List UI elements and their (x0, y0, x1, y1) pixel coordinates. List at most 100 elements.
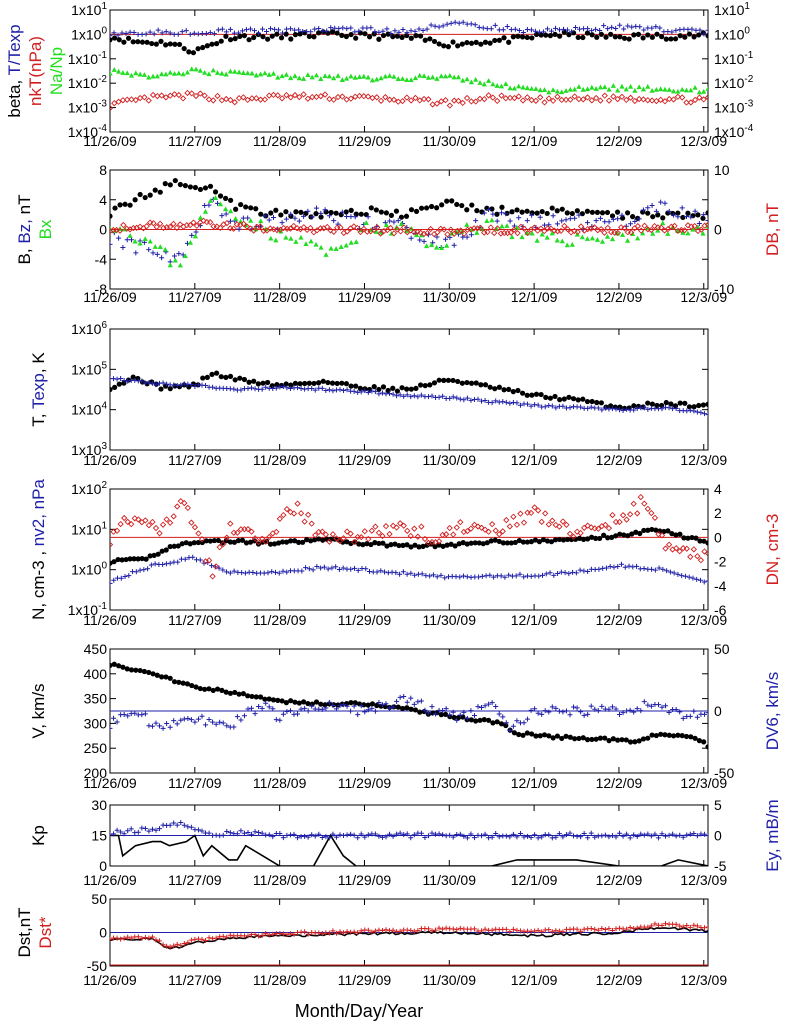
data-point (270, 70, 277, 76)
data-point (120, 70, 126, 75)
data-point (535, 835, 541, 841)
data-point (670, 96, 677, 103)
data-point (498, 92, 505, 99)
data-point (251, 28, 257, 34)
data-point (534, 237, 540, 243)
data-point (372, 831, 378, 837)
data-point (223, 71, 229, 77)
data-point (227, 830, 233, 836)
data-point (566, 32, 572, 38)
data-point (320, 378, 326, 384)
data-point (256, 933, 262, 939)
data-point (291, 831, 297, 837)
data-point (376, 29, 382, 35)
data-point (128, 667, 135, 673)
data-point (259, 535, 266, 542)
data-point (382, 523, 390, 530)
data-point (691, 34, 697, 40)
data-point (211, 31, 217, 37)
data-point (339, 32, 345, 38)
series-nkt (110, 89, 708, 112)
y-tick-label: 200 (84, 765, 108, 781)
data-point (173, 224, 180, 232)
data-point (302, 380, 308, 387)
data-point (238, 201, 244, 208)
data-point (502, 574, 508, 580)
data-point (471, 521, 478, 528)
data-point (506, 94, 514, 102)
data-point (146, 74, 152, 80)
data-point (219, 213, 225, 219)
data-point (457, 925, 463, 931)
data-point (542, 222, 548, 228)
data-point (137, 71, 143, 77)
data-point (549, 517, 556, 524)
data-point (468, 40, 475, 46)
data-point (631, 407, 637, 413)
data-point (589, 534, 595, 540)
data-point (294, 500, 301, 507)
data-point (344, 703, 350, 709)
data-point (701, 88, 707, 94)
data-point (509, 234, 515, 240)
y-tick-label-right: 0 (714, 529, 722, 545)
data-point (180, 71, 186, 77)
data-point (700, 30, 706, 36)
data-point (704, 550, 708, 557)
data-point (323, 388, 329, 394)
data-point (599, 703, 605, 709)
x-tick-label: 11/27/09 (168, 289, 222, 305)
data-point (153, 382, 159, 388)
data-point (588, 524, 595, 531)
data-point (176, 251, 182, 257)
data-point (601, 23, 607, 29)
data-point (292, 538, 298, 544)
data-point (390, 34, 396, 40)
data-point (564, 210, 570, 216)
data-point (425, 833, 431, 839)
data-point (228, 197, 234, 203)
data-point (159, 71, 165, 77)
data-point (266, 533, 273, 541)
data-point (222, 195, 229, 201)
y-tick-label-right: 5 (714, 797, 722, 813)
data-point (333, 706, 339, 712)
data-point (248, 205, 254, 211)
data-point (387, 73, 393, 78)
data-point (585, 711, 591, 717)
data-point (112, 205, 118, 211)
data-point (153, 223, 160, 231)
data-point (683, 213, 689, 219)
data-point (404, 527, 411, 534)
data-point (516, 731, 522, 738)
data-point (493, 398, 499, 404)
data-point (308, 29, 314, 35)
data-point (172, 41, 178, 47)
data-point (365, 927, 371, 933)
data-point (683, 733, 690, 740)
data-point (434, 229, 441, 236)
data-point (682, 573, 688, 579)
data-point (404, 32, 410, 39)
data-point (397, 392, 403, 398)
data-point (585, 26, 591, 32)
data-point (632, 87, 638, 93)
data-point (391, 73, 397, 79)
y-tick-label-right: 1x10-2 (714, 74, 754, 91)
data-point (330, 96, 337, 103)
data-point (111, 577, 117, 583)
data-point (283, 216, 289, 222)
data-point (658, 199, 664, 205)
data-point (326, 538, 333, 545)
y-tick-label: 300 (84, 715, 108, 731)
data-point (440, 832, 446, 838)
data-point (139, 825, 145, 831)
data-point (146, 380, 152, 386)
data-point (515, 33, 521, 39)
data-point (203, 538, 209, 544)
data-point (388, 542, 394, 548)
data-point (567, 734, 573, 740)
data-point (146, 247, 152, 253)
data-point (640, 404, 646, 410)
data-point (487, 224, 494, 231)
